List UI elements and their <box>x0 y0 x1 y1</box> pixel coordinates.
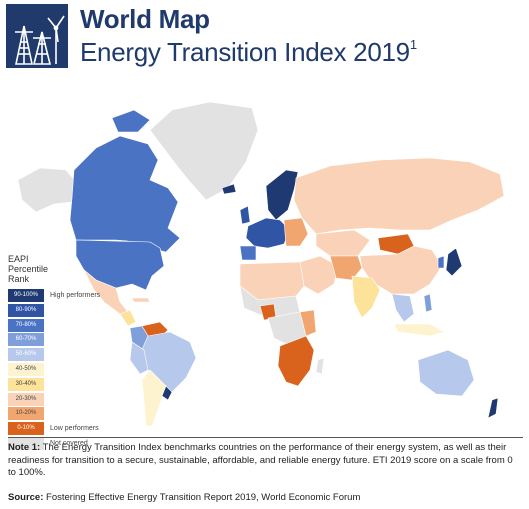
legend-swatch: 0-10% <box>8 422 44 436</box>
region-western-europe <box>245 217 291 249</box>
logo <box>6 4 68 68</box>
legend-title-line: EAPI <box>8 254 29 264</box>
legend-swatch <box>8 436 44 450</box>
region-india <box>351 275 381 319</box>
footnote-label: Note 1: <box>8 442 41 453</box>
source-text: Fostering Effective Energy Transition Re… <box>46 492 361 503</box>
region-japan <box>445 247 463 277</box>
region-caribbean <box>131 297 151 303</box>
region-peru-bolivia <box>129 341 149 375</box>
region-scandinavia <box>265 169 299 221</box>
legend-swatch: 80-90% <box>8 303 44 317</box>
subtitle-text: Energy Transition Index 2019 <box>80 37 410 67</box>
legend-swatch: 10-20% <box>8 407 44 421</box>
region-eastern-europe <box>283 217 309 247</box>
region-new-zealand <box>487 397 499 419</box>
source-line: Source: Fostering Effective Energy Trans… <box>8 492 360 503</box>
region-greenland <box>149 101 259 201</box>
legend-title-line: Percentile <box>8 264 49 274</box>
legend-swatch: 70-80% <box>8 318 44 332</box>
region-australia <box>417 349 475 397</box>
region-indonesia <box>393 323 445 337</box>
legend-note: Low performers <box>50 425 99 433</box>
legend-title: EAPI Percentile Rank <box>8 254 48 284</box>
page-subtitle: Energy Transition Index 20191 <box>80 37 417 68</box>
region-se-asia <box>391 293 415 323</box>
region-madagascar <box>315 357 325 375</box>
footnote: Note 1: The Energy Transition Index benc… <box>8 442 523 480</box>
region-iberia <box>239 245 257 261</box>
legend-swatch: 90-100% <box>8 289 44 302</box>
legend-note: Not covered <box>50 439 88 447</box>
region-russia <box>293 157 505 235</box>
world-map <box>17 101 505 427</box>
region-central-america <box>119 309 137 327</box>
legend-swatch: 50-60% <box>8 348 44 362</box>
energy-tower-icon <box>15 15 65 65</box>
region-uk <box>239 205 251 225</box>
legend-title-line: Rank <box>8 274 30 284</box>
region-uruguay <box>161 385 173 401</box>
region-iran <box>329 255 363 281</box>
legend-swatch: 40-50% <box>8 362 44 376</box>
legend-swatch: 30-40% <box>8 377 44 391</box>
legend-note: High performers <box>50 292 101 299</box>
region-korea <box>437 255 445 269</box>
footnote-text: The Energy Transition Index benchmarks c… <box>8 442 513 478</box>
page-title: World Map <box>80 4 210 34</box>
region-philippines <box>423 293 433 313</box>
region-arctic-islands <box>111 109 151 133</box>
footnote-marker: 1 <box>409 37 417 53</box>
region-east-africa <box>299 309 317 337</box>
legend-swatch: 20-30% <box>8 392 44 406</box>
region-usa <box>75 239 165 291</box>
region-iceland <box>221 183 237 195</box>
region-kazakhstan <box>315 229 371 257</box>
region-canada <box>69 135 181 253</box>
region-southern-africa <box>277 335 315 387</box>
legend-swatch: 60-70% <box>8 333 44 347</box>
region-china <box>359 245 443 295</box>
region-alaska <box>17 167 77 213</box>
divider <box>8 437 523 438</box>
source-label: Source: <box>8 492 44 503</box>
